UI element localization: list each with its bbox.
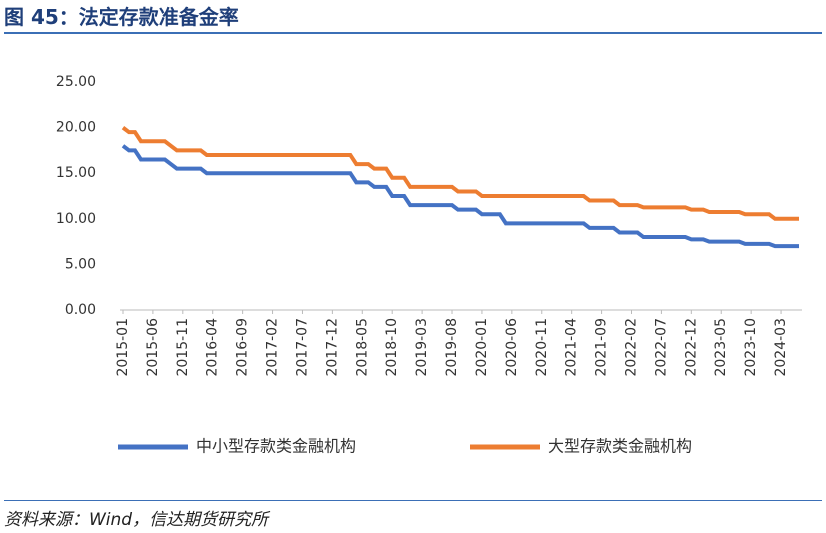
x-tick-label: 2015-11 xyxy=(175,318,191,377)
x-tick-label: 2019-08 xyxy=(444,318,460,377)
chart-title: 图 45：法定存款准备金率 xyxy=(4,2,822,34)
x-tick-label: 2017-12 xyxy=(324,318,340,377)
series-line xyxy=(121,144,800,249)
y-tick-label: 25.00 xyxy=(56,74,96,90)
x-tick-label: 2016-04 xyxy=(205,318,221,377)
y-tick-label: 10.00 xyxy=(56,211,96,227)
x-tick-label: 2016-09 xyxy=(235,318,251,377)
y-tick-label: 20.00 xyxy=(56,120,96,136)
y-tick-label: 15.00 xyxy=(56,165,96,181)
x-tick-label: 2022-12 xyxy=(683,318,699,377)
x-tick-label: 2018-10 xyxy=(384,318,400,377)
x-tick-label: 2022-07 xyxy=(653,318,669,377)
x-tick-label: 2020-06 xyxy=(504,318,520,377)
x-tick-label: 2020-11 xyxy=(534,318,550,377)
source-note: 资料来源：Wind，信达期货研究所 xyxy=(4,500,822,530)
legend-label: 中小型存款类金融机构 xyxy=(196,437,356,456)
x-tick-label: 2022-02 xyxy=(624,318,640,377)
x-tick-label: 2019-03 xyxy=(414,318,430,377)
x-tick-label: 2017-07 xyxy=(294,318,310,377)
chart: 0.00 5.00 10.00 15.00 20.00 25.00 2015-01 2015-… xyxy=(56,74,802,456)
x-tick-label: 2021-09 xyxy=(594,318,610,377)
x-tick-label: 2015-06 xyxy=(145,318,161,377)
x-tick-label: 2021-04 xyxy=(564,318,580,377)
y-tick-label: 0.00 xyxy=(65,302,96,318)
x-tick-label: 2020-01 xyxy=(474,318,490,377)
x-tick-label: 2023-05 xyxy=(713,318,729,377)
x-tick-label: 2023-10 xyxy=(743,318,759,377)
x-tick-label: 2017-02 xyxy=(265,318,281,377)
series-line xyxy=(121,126,800,221)
legend-label: 大型存款类金融机构 xyxy=(548,437,692,456)
x-tick-label: 2024-03 xyxy=(773,318,789,377)
x-tick-label: 2018-05 xyxy=(354,318,370,377)
x-tick-label: 2015-01 xyxy=(115,318,131,377)
y-tick-label: 5.00 xyxy=(65,256,96,272)
